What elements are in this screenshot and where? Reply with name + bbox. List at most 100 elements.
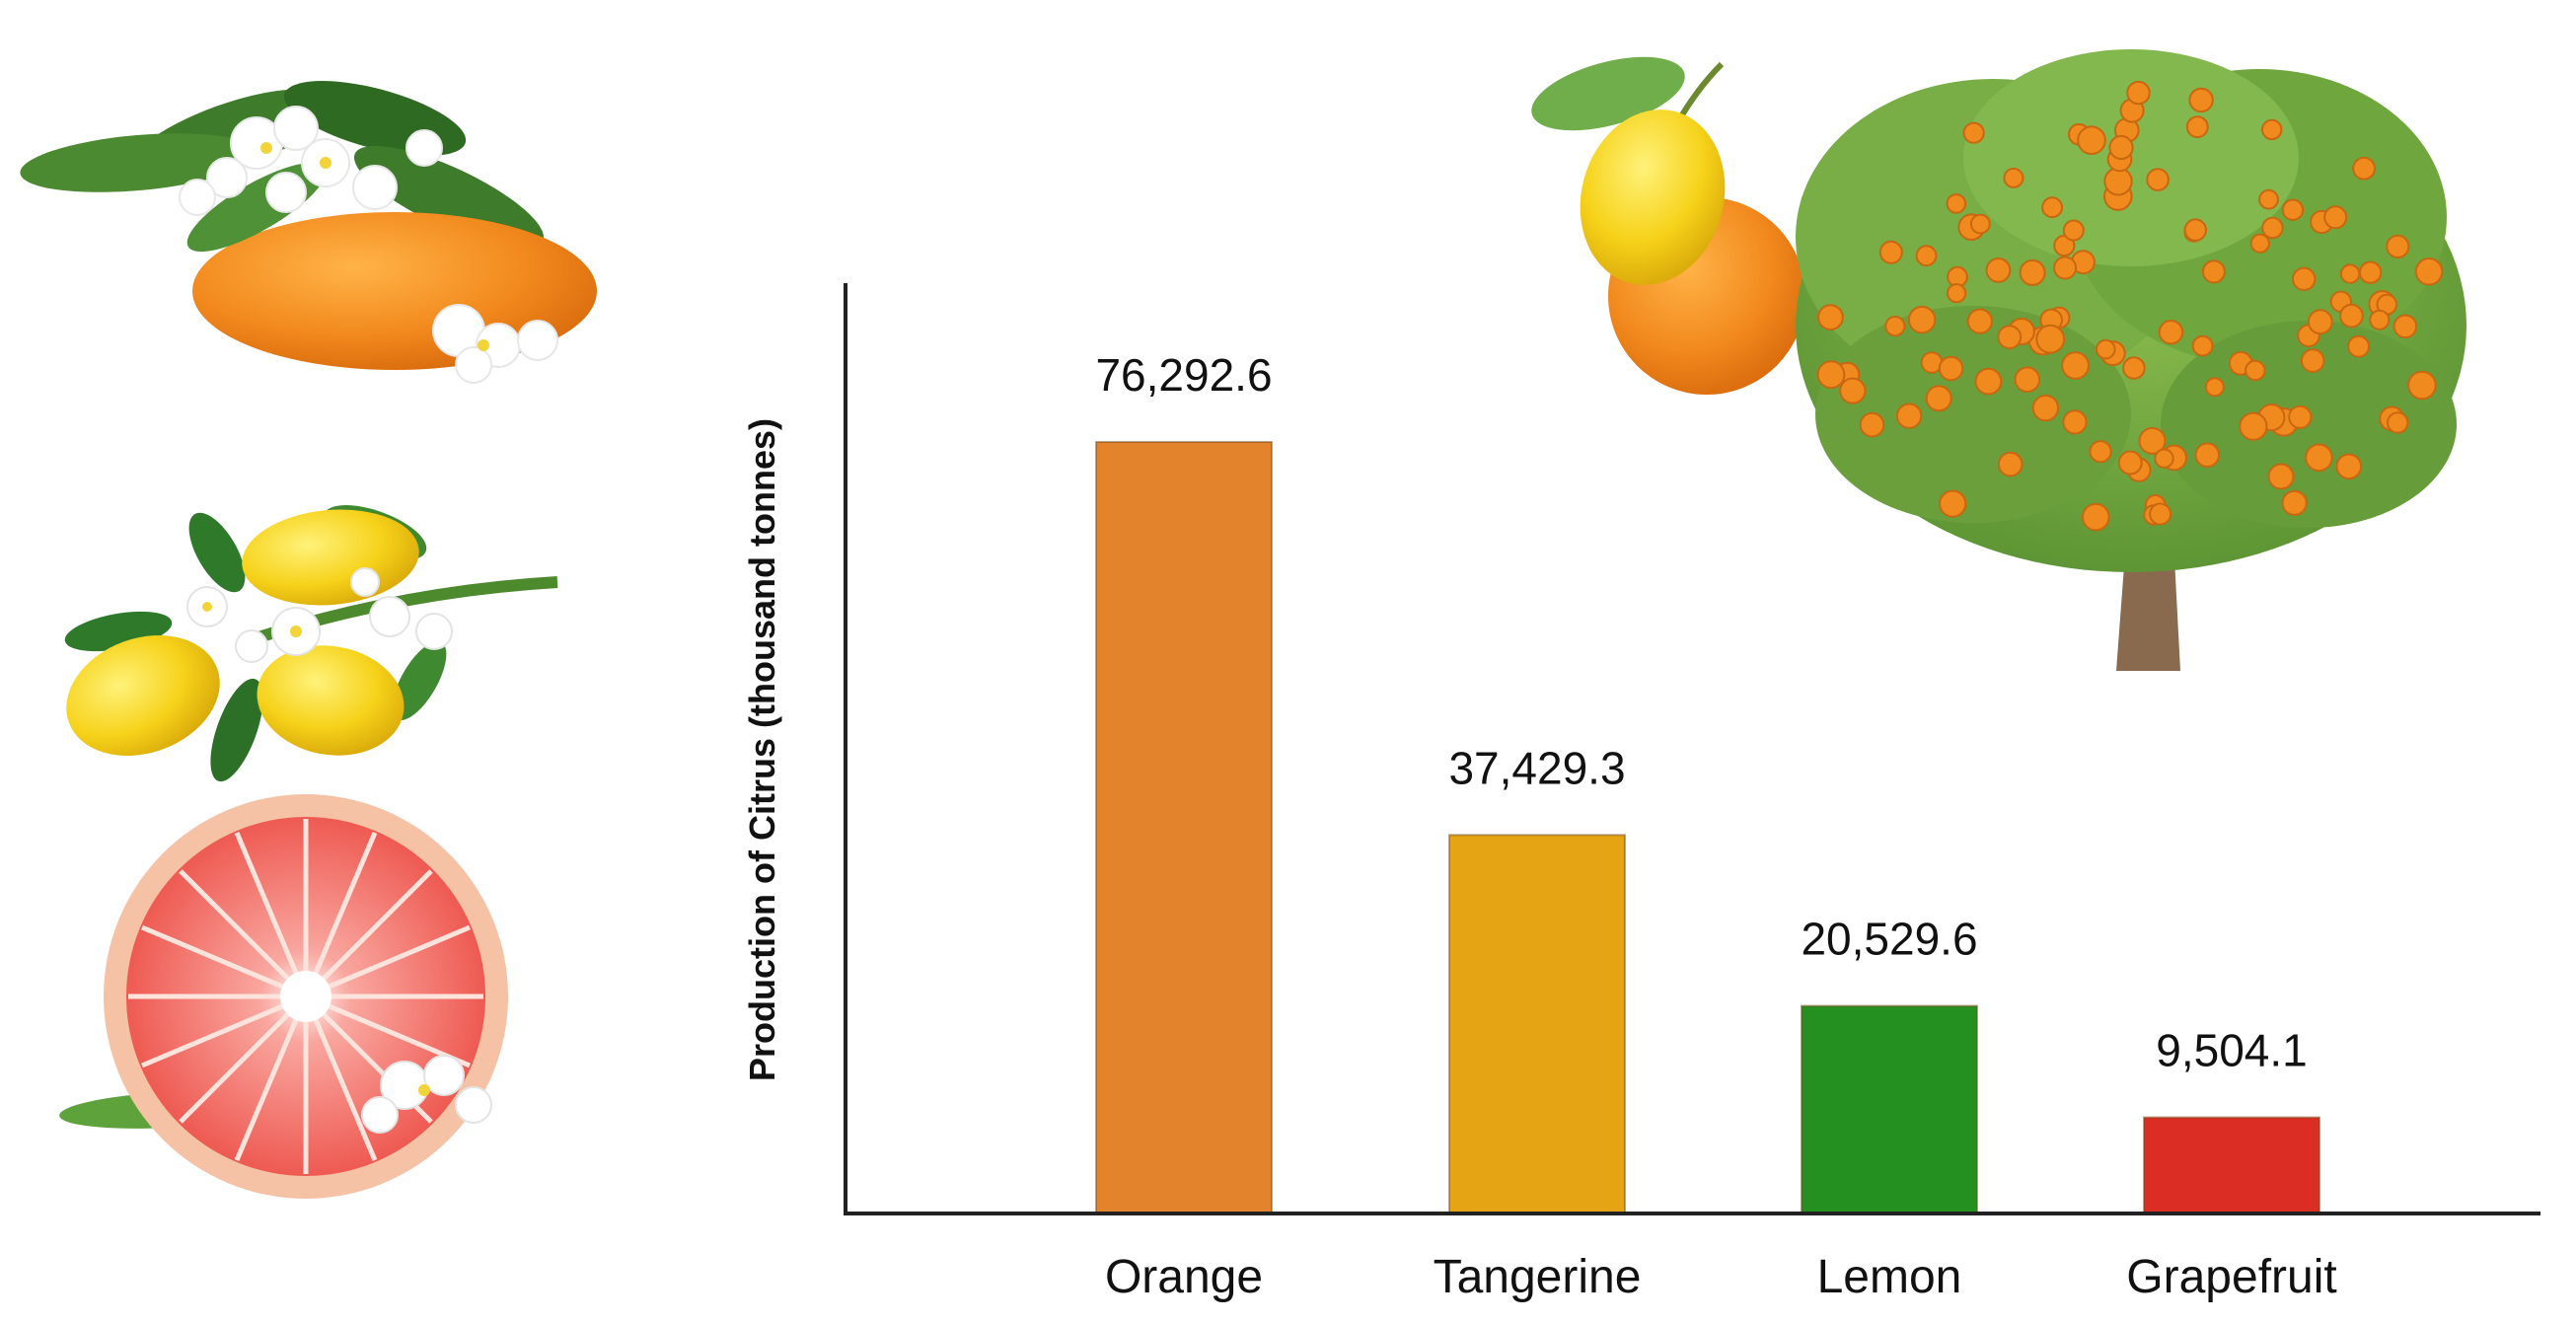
tree-fruit-icon	[2261, 216, 2284, 240]
category-labels-group: Orange Tangerine Lemon Grapefruit	[1105, 1251, 2337, 1303]
tree-fruit-icon	[2108, 134, 2134, 161]
tree-fruit-icon	[1985, 257, 2012, 283]
tree-fruit-icon	[2358, 260, 2383, 284]
lemon-branch-icon	[64, 505, 558, 782]
tree-fruit-icon	[2392, 314, 2418, 339]
tree-fruit-icon	[2122, 356, 2146, 380]
value-label-orange: 76,292.6	[1095, 349, 1272, 401]
tree-fruit-icon	[2082, 502, 2110, 532]
tree-fruit-icon	[2407, 370, 2437, 401]
tree-fruit-icon	[2288, 405, 2313, 429]
tree-fruit-icon	[2149, 502, 2172, 526]
tree-fruit-icon	[2352, 156, 2377, 181]
tree-fruit-icon	[2201, 259, 2226, 284]
citrus-production-chart: 76,292.6 37,429.3 20,529.6 9,504.1 Orange Ta…	[742, 283, 2540, 1303]
tree-fruit-icon	[2369, 309, 2391, 331]
tree-fruit-icon	[2019, 258, 2046, 286]
orange-tree-icon	[1796, 49, 2466, 671]
tree-fruit-icon	[2154, 448, 2174, 469]
bar-orange	[1095, 441, 1273, 1214]
tree-fruit-icon	[2307, 309, 2333, 335]
tree-fruit-icon	[2031, 394, 2060, 422]
bar-grapefruit	[2143, 1116, 2320, 1215]
tree-fruit-icon	[1997, 325, 2023, 350]
bar-lemon	[1801, 1004, 1978, 1214]
tree-fruit-icon	[2292, 266, 2317, 291]
category-label-orange: Orange	[1105, 1251, 1263, 1303]
tree-fruit-icon	[2414, 257, 2444, 286]
tree-fruit-icon	[2339, 303, 2364, 329]
tree-fruit-icon	[2041, 196, 2064, 219]
tree-fruit-icon	[1817, 304, 1844, 331]
tree-fruit-icon	[1859, 411, 1885, 438]
tree-fruit-icon	[2191, 334, 2214, 357]
tree-fruit-icon	[2339, 263, 2361, 284]
tree-fruit-icon	[2305, 443, 2333, 473]
tree-fruit-icon	[1938, 355, 1964, 382]
tree-fruit-icon	[2053, 256, 2078, 280]
tree-fruit-icon	[2062, 409, 2088, 435]
tree-fruit-icon	[2096, 338, 2116, 360]
tree-fruit-icon	[2061, 351, 2091, 380]
tree-fruit-icon	[2138, 426, 2167, 455]
tree-fruit-icon	[1966, 308, 1993, 334]
category-label-grapefruit: Grapefruit	[2126, 1251, 2336, 1303]
tree-fruit-icon	[2035, 324, 2066, 354]
category-label-tangerine: Tangerine	[1434, 1251, 1642, 1303]
tree-fruit-icon	[2323, 205, 2348, 230]
tree-fruit-icon	[2300, 348, 2325, 373]
value-labels-group: 76,292.6 37,429.3 20,529.6 9,504.1	[1095, 349, 2307, 1076]
tree-fruit-icon	[1974, 367, 2003, 396]
tree-fruit-icon	[2281, 198, 2305, 221]
tree-fruit-icon	[1969, 213, 1991, 235]
bars-group	[1095, 441, 2320, 1215]
grapefruit-slice-icon	[59, 794, 508, 1199]
tree-fruit-icon	[1947, 283, 1967, 304]
tree-fruit-icon	[2185, 115, 2209, 139]
tree-fruit-icon	[2117, 450, 2143, 476]
tree-fruit-icon	[2183, 218, 2208, 242]
lemon-orange-icon	[1531, 56, 1805, 395]
tree-fruit-icon	[1915, 245, 1938, 267]
tree-fruit-icon	[2387, 411, 2409, 434]
tree-fruit-icon	[2386, 234, 2410, 258]
tree-fruit-icon	[1895, 403, 1923, 429]
tree-fruit-icon	[1946, 193, 1967, 214]
tree-fruit-icon	[2126, 80, 2151, 106]
tree-fruit-icon	[2003, 167, 2024, 188]
tree-fruit-icon	[2267, 463, 2295, 490]
tree-fruit-icon	[2281, 489, 2308, 516]
tree-fruit-icon	[2146, 168, 2170, 191]
tree-fruit-icon	[1907, 305, 1937, 334]
bar-tangerine	[1448, 834, 1626, 1214]
orange-blossom-icon	[20, 80, 597, 384]
tree-fruit-icon	[1884, 316, 1906, 337]
tree-fruit-icon	[2014, 366, 2041, 394]
tree-fruit-icon	[2062, 219, 2085, 242]
tree-fruit-icon	[1997, 451, 2024, 478]
tree-fruit-icon	[2194, 442, 2221, 469]
tree-fruit-icon	[2258, 188, 2279, 210]
tree-fruit-icon	[2089, 440, 2112, 464]
tree-fruit-icon	[1939, 489, 1967, 518]
tree-fruit-icon	[1878, 240, 1903, 264]
tree-fruit-icon	[1925, 385, 1952, 412]
value-label-tangerine: 37,429.3	[1448, 742, 1625, 793]
tree-fruit-icon	[2077, 125, 2106, 155]
tree-fruit-icon	[2245, 359, 2266, 382]
tree-fruit-icon	[2239, 411, 2268, 441]
value-label-lemon: 20,529.6	[1801, 914, 1977, 965]
tree-fruit-icon	[1962, 121, 1985, 144]
tree-fruit-icon	[2249, 233, 2270, 254]
tree-fruit-icon	[1816, 360, 1846, 390]
tree-fruit-icon	[2188, 87, 2214, 113]
value-label-grapefruit: 9,504.1	[2156, 1025, 2307, 1076]
y-axis-label: Production of Citrus (thousand tonnes)	[742, 418, 782, 1081]
tree-fruit-icon	[2204, 377, 2225, 398]
tree-fruit-icon	[2261, 118, 2283, 141]
tree-fruit-icon	[1839, 377, 1867, 405]
tree-fruit-icon	[2335, 453, 2363, 480]
tree-fruit-icon	[2158, 320, 2184, 345]
tree-fruit-icon	[2347, 334, 2371, 358]
